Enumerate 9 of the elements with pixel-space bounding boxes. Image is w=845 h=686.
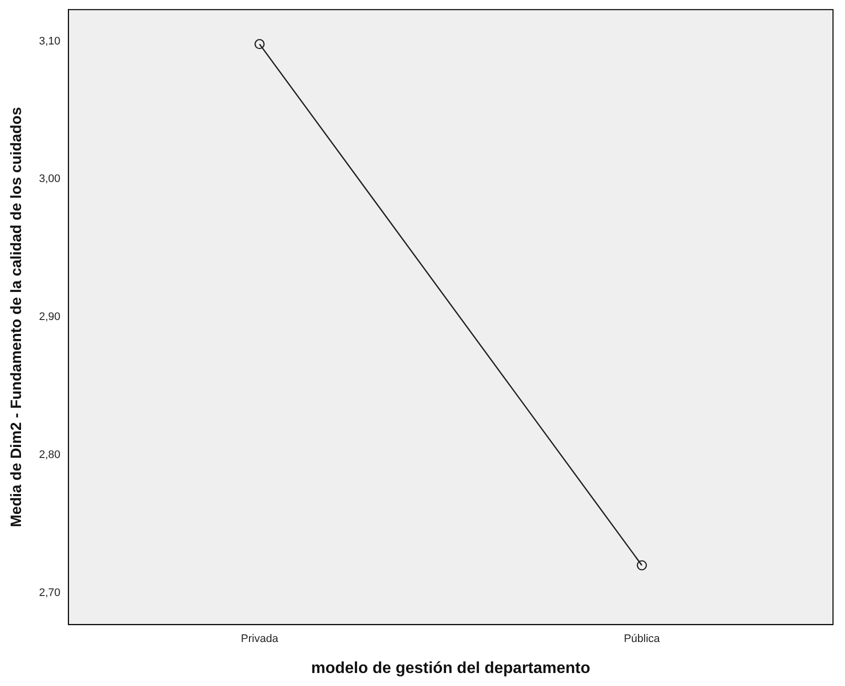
y-tick-label: 2,70 <box>38 586 60 599</box>
y-axis-title: Media de Dim2 - Fundamento de la calidad de los cuidados <box>8 107 26 528</box>
y-tick-label: 3,00 <box>38 173 60 186</box>
x-tick-label: Privada <box>240 633 280 646</box>
x-axis-title: modelo de gestión del departamento <box>311 660 590 677</box>
x-tick-label: Pública <box>624 633 661 646</box>
y-tick-label: 2,90 <box>38 311 60 324</box>
y-tick-label: 3,10 <box>38 35 60 48</box>
y-tick-label: 2,80 <box>38 449 60 462</box>
